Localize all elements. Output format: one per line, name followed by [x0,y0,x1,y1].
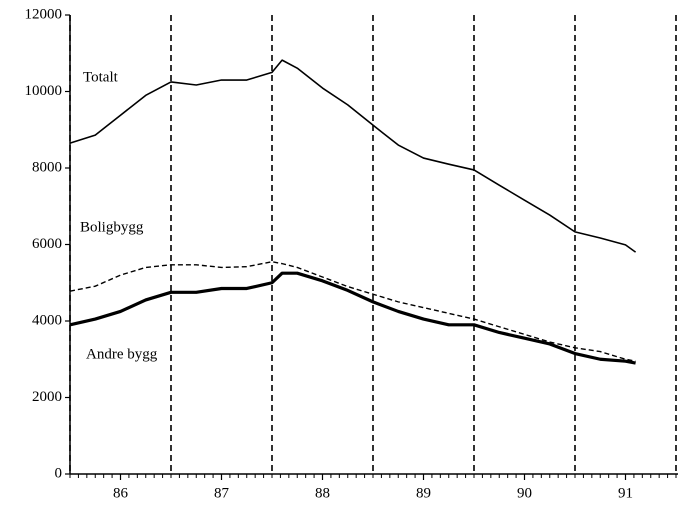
series-label: Boligbygg [80,219,144,235]
y-tick-label: 0 [55,465,63,481]
x-tick-label: 91 [618,485,633,501]
x-tick-label: 90 [517,485,532,501]
series-label: Totalt [83,69,119,85]
y-tick-label: 6000 [32,236,62,252]
x-tick-label: 87 [214,485,230,501]
x-tick-label: 88 [315,485,330,501]
y-tick-label: 4000 [32,312,62,328]
y-tick-label: 8000 [32,159,62,175]
series-label: Andre bygg [86,346,158,362]
y-tick-label: 2000 [32,389,62,405]
y-tick-label: 10000 [25,83,63,99]
series-line [69,271,636,365]
x-tick-label: 89 [416,485,431,501]
x-tick-label: 86 [113,485,129,501]
series-line [69,59,637,253]
series-line [69,261,636,362]
y-tick-label: 12000 [25,6,63,22]
